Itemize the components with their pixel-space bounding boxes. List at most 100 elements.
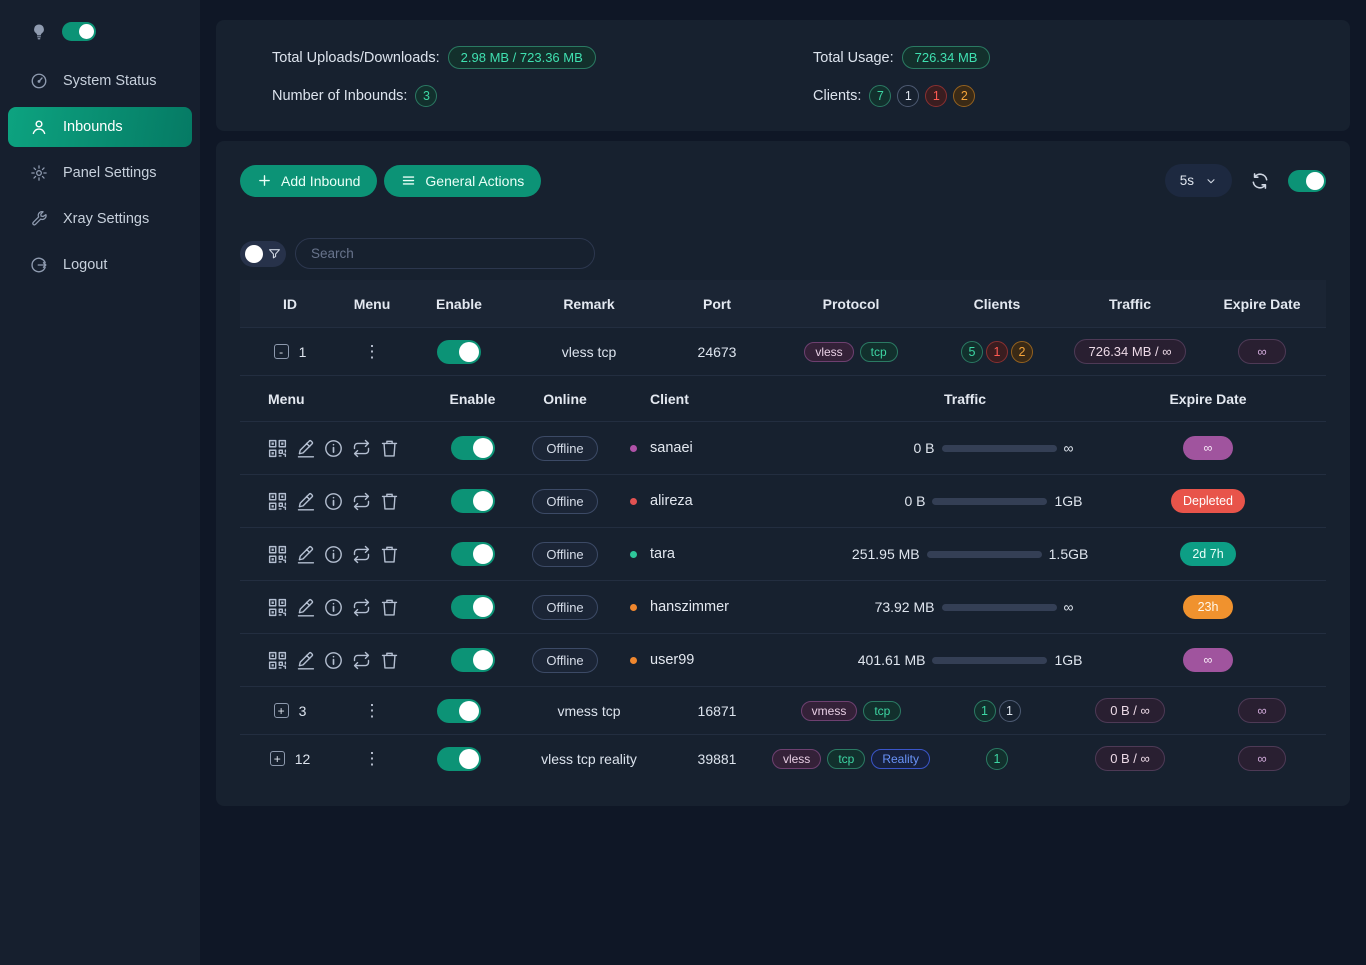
edit-icon[interactable] bbox=[295, 650, 316, 671]
edit-icon[interactable] bbox=[295, 491, 316, 512]
client-enable-toggle[interactable] bbox=[450, 489, 495, 513]
col-header-clients: Clients bbox=[973, 295, 1021, 312]
stat-label: Total Uploads/Downloads: bbox=[272, 49, 440, 66]
online-status-badge: Offline bbox=[532, 647, 598, 673]
sidebar-item-xray-settings[interactable]: Xray Settings bbox=[8, 199, 192, 239]
refresh-interval-select[interactable]: 5s bbox=[1164, 164, 1232, 197]
protocol-badge: vless bbox=[771, 748, 822, 769]
client-count-badge: 1 bbox=[986, 340, 1008, 363]
inbound-enable-toggle[interactable] bbox=[437, 746, 481, 771]
info-icon[interactable] bbox=[323, 438, 344, 459]
reset-traffic-icon[interactable] bbox=[351, 650, 372, 671]
client-enable-toggle[interactable] bbox=[450, 648, 495, 672]
menu-lines-icon bbox=[401, 173, 416, 188]
qrcode-icon[interactable] bbox=[267, 491, 288, 512]
delete-icon[interactable] bbox=[379, 597, 400, 618]
client-table-header-row: Menu Enable Online Client Traffic Expire Date bbox=[240, 375, 1326, 421]
stat-total-uploads: Total Uploads/Downloads: 2.98 MB / 723.3… bbox=[272, 46, 813, 69]
client-color-dot bbox=[630, 656, 637, 664]
delete-icon[interactable] bbox=[379, 491, 400, 512]
inbounds-table: ID Menu Enable Remark Port Protocol Clie… bbox=[240, 280, 1326, 782]
col-header-remark: Remark bbox=[563, 295, 615, 312]
client-color-dot bbox=[630, 497, 637, 505]
row-menu-button[interactable]: ⋮ bbox=[363, 341, 381, 361]
col-header-enable: Enable bbox=[436, 295, 482, 312]
dark-mode-toggle[interactable] bbox=[62, 22, 96, 41]
info-icon[interactable] bbox=[323, 650, 344, 671]
inbound-enable-toggle[interactable] bbox=[437, 698, 481, 723]
lightbulb-icon bbox=[30, 23, 48, 41]
sidebar-item-system-status[interactable]: System Status bbox=[8, 61, 192, 101]
inbound-traffic-pill: 0 B / ∞ bbox=[1095, 698, 1165, 723]
sidebar: System Status Inbounds Panel Settings Xr… bbox=[0, 0, 200, 965]
delete-icon[interactable] bbox=[379, 544, 400, 565]
refresh-icon[interactable] bbox=[1250, 171, 1270, 191]
traffic-progress-bar bbox=[941, 603, 1057, 611]
sidebar-item-logout[interactable]: Logout bbox=[8, 245, 192, 285]
info-icon[interactable] bbox=[323, 491, 344, 512]
client-enable-toggle[interactable] bbox=[450, 595, 495, 619]
inbound-port: 24673 bbox=[697, 343, 737, 360]
col-header-expire: Expire Date bbox=[1169, 390, 1247, 407]
general-actions-button[interactable]: General Actions bbox=[384, 164, 542, 197]
search-input[interactable] bbox=[295, 238, 595, 269]
client-expire-badge: Depleted bbox=[1170, 489, 1246, 513]
reset-traffic-icon[interactable] bbox=[351, 438, 372, 459]
client-color-dot bbox=[630, 550, 637, 558]
sidebar-item-panel-settings[interactable]: Panel Settings bbox=[8, 153, 192, 193]
sidebar-item-inbounds[interactable]: Inbounds bbox=[8, 107, 192, 147]
online-status-badge: Offline bbox=[532, 488, 598, 514]
add-inbound-button[interactable]: Add Inbound bbox=[240, 164, 378, 197]
wrench-icon bbox=[30, 210, 48, 228]
theme-row bbox=[0, 0, 200, 55]
qrcode-icon[interactable] bbox=[267, 438, 288, 459]
client-count-badges: 7 1 1 2 bbox=[869, 85, 976, 107]
row-menu-button[interactable]: ⋮ bbox=[363, 748, 381, 768]
protocol-badge: vmess bbox=[800, 700, 858, 721]
info-icon[interactable] bbox=[323, 597, 344, 618]
expand-row-button[interactable]: + bbox=[273, 703, 289, 718]
edit-icon[interactable] bbox=[295, 544, 316, 565]
client-traffic-used: 401.61 MB bbox=[857, 652, 926, 668]
client-row: Offline hanszimmer 73.92 MB ∞ 23h bbox=[240, 580, 1326, 633]
edit-icon[interactable] bbox=[295, 438, 316, 459]
reset-traffic-icon[interactable] bbox=[351, 544, 372, 565]
delete-icon[interactable] bbox=[379, 650, 400, 671]
client-name: hanszimmer bbox=[650, 599, 729, 615]
qrcode-icon[interactable] bbox=[267, 544, 288, 565]
sidebar-item-label: Logout bbox=[63, 257, 108, 273]
collapse-row-button[interactable]: - bbox=[273, 344, 289, 359]
main-content: Total Uploads/Downloads: 2.98 MB / 723.3… bbox=[200, 0, 1366, 965]
inbound-enable-toggle[interactable] bbox=[437, 339, 481, 364]
col-header-protocol: Protocol bbox=[822, 295, 880, 312]
stat-label: Clients: bbox=[813, 88, 862, 104]
sidebar-item-label: Xray Settings bbox=[63, 211, 150, 227]
qrcode-icon[interactable] bbox=[267, 597, 288, 618]
protocol-badge: vless bbox=[804, 341, 854, 362]
inbound-expire-pill: ∞ bbox=[1238, 339, 1286, 364]
stats-card: Total Uploads/Downloads: 2.98 MB / 723.3… bbox=[216, 20, 1350, 131]
edit-icon[interactable] bbox=[295, 597, 316, 618]
client-enable-toggle[interactable] bbox=[450, 436, 495, 460]
auto-refresh-toggle[interactable] bbox=[1288, 169, 1326, 192]
stat-label: Number of Inbounds: bbox=[272, 88, 408, 104]
table-header-row: ID Menu Enable Remark Port Protocol Clie… bbox=[240, 280, 1326, 327]
reset-traffic-icon[interactable] bbox=[351, 597, 372, 618]
reset-traffic-icon[interactable] bbox=[351, 491, 372, 512]
stat-number-of-inbounds: Number of Inbounds: 3 bbox=[272, 85, 813, 107]
online-status-badge: Offline bbox=[532, 435, 598, 461]
info-icon[interactable] bbox=[323, 544, 344, 565]
delete-icon[interactable] bbox=[379, 438, 400, 459]
sidebar-item-label: System Status bbox=[63, 73, 157, 89]
expand-row-button[interactable]: + bbox=[269, 751, 285, 766]
protocol-badge: Reality bbox=[871, 748, 931, 769]
plus-icon bbox=[257, 173, 272, 188]
stat-total-usage: Total Usage: 726.34 MB bbox=[813, 46, 1294, 69]
client-traffic-used: 0 B bbox=[904, 493, 926, 509]
qrcode-icon[interactable] bbox=[267, 650, 288, 671]
filter-depleted-toggle[interactable] bbox=[240, 240, 286, 267]
col-header-client: Client bbox=[650, 390, 689, 407]
traffic-progress-bar bbox=[941, 444, 1057, 452]
client-enable-toggle[interactable] bbox=[450, 542, 495, 566]
row-menu-button[interactable]: ⋮ bbox=[363, 700, 381, 720]
